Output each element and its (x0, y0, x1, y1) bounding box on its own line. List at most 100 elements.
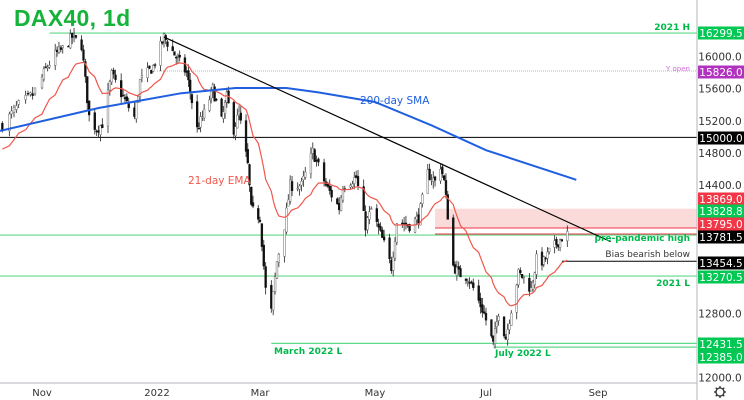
candle-up (311, 147, 314, 154)
gear-icon[interactable] (714, 386, 726, 398)
candle-up (392, 256, 395, 271)
candle-down (87, 100, 91, 116)
candle-up (300, 181, 303, 186)
candle-down (171, 46, 174, 51)
candle-down (97, 130, 100, 133)
y-tick-label: 12000.0 (698, 373, 741, 385)
candle-down (215, 99, 218, 101)
candle-down (59, 47, 63, 50)
candle-up (493, 328, 497, 344)
price-label: 13781.5 (698, 230, 744, 244)
candle-up (530, 287, 533, 292)
candle-down (557, 244, 560, 248)
price-label-text: 13270.5 (699, 272, 742, 284)
candle-down (67, 45, 70, 48)
candle-up (353, 177, 356, 184)
candle-down (408, 224, 411, 232)
price-label: 13270.5 (698, 270, 744, 284)
candle-down (80, 39, 83, 51)
candle-down (93, 112, 96, 130)
price-label: 13828.8 (698, 204, 744, 218)
candle-down (244, 120, 248, 152)
candle-down (544, 257, 547, 260)
price-label-bg (698, 131, 744, 145)
candle-down (356, 176, 360, 186)
x-tick-label: Mar (251, 388, 271, 399)
candle-up (341, 189, 345, 201)
y-tick-label: 12800.0 (698, 308, 741, 320)
level-annotation: July 2022 L (494, 349, 551, 359)
candle-up (61, 45, 64, 48)
candle-down (338, 203, 341, 211)
candle-down (481, 304, 484, 313)
candle-up (33, 87, 37, 95)
candle-down (401, 222, 404, 225)
candle-down (388, 237, 391, 259)
candle-down (125, 96, 128, 102)
candle-up (202, 108, 206, 119)
price-label-bg (698, 217, 744, 231)
price-label-bg (698, 337, 744, 351)
price-label-text: 13781.5 (699, 232, 742, 244)
candle-down (270, 285, 273, 309)
candle-up (106, 89, 110, 127)
candle-down (251, 202, 255, 207)
price-label-text: 13828.8 (699, 206, 742, 218)
candle-down (441, 166, 444, 175)
candle-up (349, 185, 352, 188)
candle-down (470, 281, 473, 283)
y-tick-label: 15600.0 (698, 84, 741, 96)
candle-up (138, 79, 142, 98)
candle-up (234, 126, 237, 136)
candle-up (368, 211, 371, 220)
trendline (163, 36, 611, 243)
candle-down (220, 98, 223, 117)
candle-down (504, 336, 508, 340)
candle-up (29, 92, 32, 95)
candle-down (313, 149, 316, 162)
level-annotation: 2021 L (656, 279, 690, 289)
candle-up (222, 111, 225, 119)
candle-down (166, 41, 169, 47)
candle-up (223, 102, 227, 114)
candle-down (150, 69, 153, 74)
candle-down (44, 66, 47, 68)
candle-down (71, 33, 74, 38)
candle-up (296, 188, 299, 190)
candle-down (472, 282, 475, 288)
candle-down (484, 313, 488, 321)
price-label-bg (698, 350, 744, 364)
candle-down (190, 94, 194, 104)
candle-up (146, 67, 149, 79)
price-label-bg (698, 230, 744, 244)
candle-down (262, 244, 265, 267)
candle-down (148, 65, 151, 69)
candle-up (40, 76, 44, 89)
candle-down (433, 176, 437, 181)
candle-down (377, 223, 380, 228)
level-annotation: pre-pandemic high (595, 234, 690, 244)
candle-down (95, 130, 98, 133)
price-label-bg (698, 256, 744, 270)
candle-up (439, 168, 442, 182)
candle-down (492, 335, 495, 342)
candle-down (519, 270, 522, 274)
y-tick-label: 14800.0 (698, 148, 741, 160)
candle-down (161, 41, 164, 44)
candle-down (326, 183, 330, 187)
candle-up (69, 33, 72, 49)
candle-down (232, 102, 235, 135)
candle-up (48, 64, 51, 68)
candle-up (289, 179, 292, 202)
plot-area (0, 27, 697, 349)
candle-up (309, 153, 313, 174)
candle-up (298, 185, 301, 190)
price-label: 13869.0 (698, 192, 744, 206)
candle-down (121, 94, 125, 97)
resistance-zone (435, 208, 697, 229)
candle-down (31, 93, 34, 96)
candle-down (457, 266, 460, 270)
candle-up (159, 41, 162, 66)
candle-down (375, 208, 378, 222)
candle-up (10, 110, 13, 115)
